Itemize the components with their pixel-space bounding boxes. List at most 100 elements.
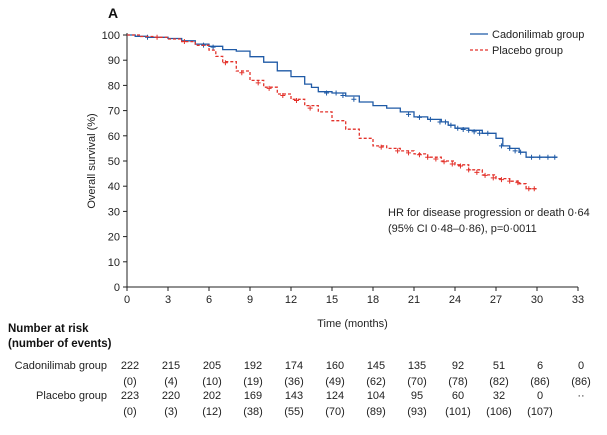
- at-risk-count: 145: [366, 360, 386, 372]
- event-count: (4): [164, 376, 178, 388]
- at-risk-count: 223: [120, 390, 140, 402]
- y-tick-label: 60: [108, 131, 120, 143]
- event-count: (3): [164, 406, 178, 418]
- censor-mark: [448, 122, 454, 128]
- at-risk-count: 160: [325, 360, 345, 372]
- event-count: (12): [202, 406, 222, 418]
- x-tick-label: 0: [124, 294, 130, 306]
- y-tick-label: 50: [108, 156, 120, 168]
- x-axis-title: Time (months): [317, 318, 388, 330]
- censor-mark: [507, 178, 513, 184]
- at-risk-count: 0: [536, 390, 544, 402]
- event-count: (62): [366, 376, 386, 388]
- x-tick-label: 27: [490, 294, 502, 306]
- censor-mark: [210, 44, 216, 50]
- censor-mark: [474, 169, 480, 175]
- censor-mark: [442, 119, 448, 125]
- survival-curve: [127, 34, 558, 158]
- censor-mark: [293, 98, 299, 104]
- event-count: (101): [445, 406, 471, 418]
- censor-mark: [427, 116, 433, 122]
- censor-mark: [395, 148, 401, 154]
- event-count: (93): [407, 406, 427, 418]
- x-tick-label: 15: [326, 294, 338, 306]
- censor-mark: [333, 90, 339, 96]
- risk-group-label: Placebo group: [36, 390, 107, 402]
- y-tick-label: 40: [108, 181, 120, 193]
- censor-mark: [239, 70, 245, 76]
- censor-mark: [466, 167, 472, 173]
- event-count: (55): [284, 406, 304, 418]
- censor-mark: [145, 34, 150, 40]
- censor-mark: [515, 180, 521, 186]
- censor-mark: [498, 143, 504, 149]
- event-count: (0): [123, 376, 137, 388]
- censor-mark: [537, 154, 543, 160]
- at-risk-count: 174: [284, 360, 304, 372]
- censor-mark: [518, 149, 524, 155]
- hr-annotation-line: HR for disease progression or death 0·64: [388, 207, 590, 219]
- censor-mark: [324, 90, 330, 96]
- y-tick-label: 100: [102, 30, 120, 42]
- y-tick-label: 70: [108, 106, 120, 118]
- censor-mark: [552, 154, 558, 160]
- censor-mark: [460, 127, 466, 132]
- event-count: (89): [366, 406, 386, 418]
- at-risk-count: ··: [577, 390, 585, 402]
- x-tick-label: 18: [367, 294, 379, 306]
- event-count: (78): [448, 376, 468, 388]
- censor-mark: [512, 148, 518, 154]
- censor-mark: [482, 172, 488, 178]
- at-risk-count: 32: [492, 390, 506, 402]
- series-cadonilimab: [127, 34, 558, 160]
- censor-mark: [378, 144, 384, 150]
- y-tick-label: 20: [108, 232, 120, 244]
- at-risk-count: 169: [243, 390, 263, 402]
- censor-mark: [471, 129, 477, 135]
- censor-mark: [529, 154, 535, 160]
- event-count: (82): [489, 376, 509, 388]
- censor-mark: [437, 119, 443, 125]
- event-count: (106): [486, 406, 512, 418]
- legend: Cadonilimab group Placebo group: [470, 29, 584, 57]
- censor-mark: [154, 34, 160, 40]
- hr-annotation-line: (95% CI 0·48–0·86), p=0·0011: [388, 223, 537, 235]
- censor-mark: [466, 127, 472, 133]
- series-placebo: [127, 34, 537, 192]
- censor-mark: [416, 114, 422, 120]
- at-risk-count: 6: [536, 360, 544, 372]
- event-count: (19): [243, 376, 263, 388]
- at-risk-count: 135: [407, 360, 427, 372]
- censor-mark: [490, 175, 496, 181]
- x-tick-label: 9: [247, 294, 253, 306]
- censor-mark: [485, 130, 491, 136]
- curves: [127, 34, 558, 192]
- event-count: (10): [202, 376, 222, 388]
- censor-mark: [266, 85, 272, 91]
- censor-mark: [457, 163, 463, 169]
- axes: 0 10 20 30 40 50 60 70 80 90 100 0 3 6 9 12 15 18 21 24 27 30…: [86, 30, 584, 330]
- risk-heading-line-2: (number of events): [8, 338, 112, 350]
- censor-mark: [433, 156, 439, 162]
- y-tick-label: 0: [114, 282, 120, 294]
- at-risk-count: 124: [325, 390, 345, 402]
- event-count: (49): [325, 376, 345, 388]
- censor-mark: [351, 96, 357, 102]
- y-tick-label: 90: [108, 55, 120, 67]
- panel-label: A: [108, 5, 118, 21]
- x-tick-label: 6: [206, 294, 212, 306]
- x-tick-label: 24: [449, 294, 461, 306]
- at-risk-count: 92: [451, 360, 465, 372]
- x-tick-label: 12: [285, 294, 297, 306]
- at-risk-count: 222: [120, 360, 140, 372]
- at-risk-count: 192: [243, 360, 263, 372]
- at-risk-count: 104: [366, 390, 386, 402]
- event-count: (70): [325, 406, 345, 418]
- censor-mark: [425, 154, 431, 160]
- x-tick-label: 3: [165, 294, 171, 306]
- event-count: (86): [571, 376, 591, 388]
- risk-table-heading: Number at risk (number of events): [8, 322, 112, 352]
- censor-mark: [255, 80, 261, 86]
- censor-mark: [307, 105, 313, 111]
